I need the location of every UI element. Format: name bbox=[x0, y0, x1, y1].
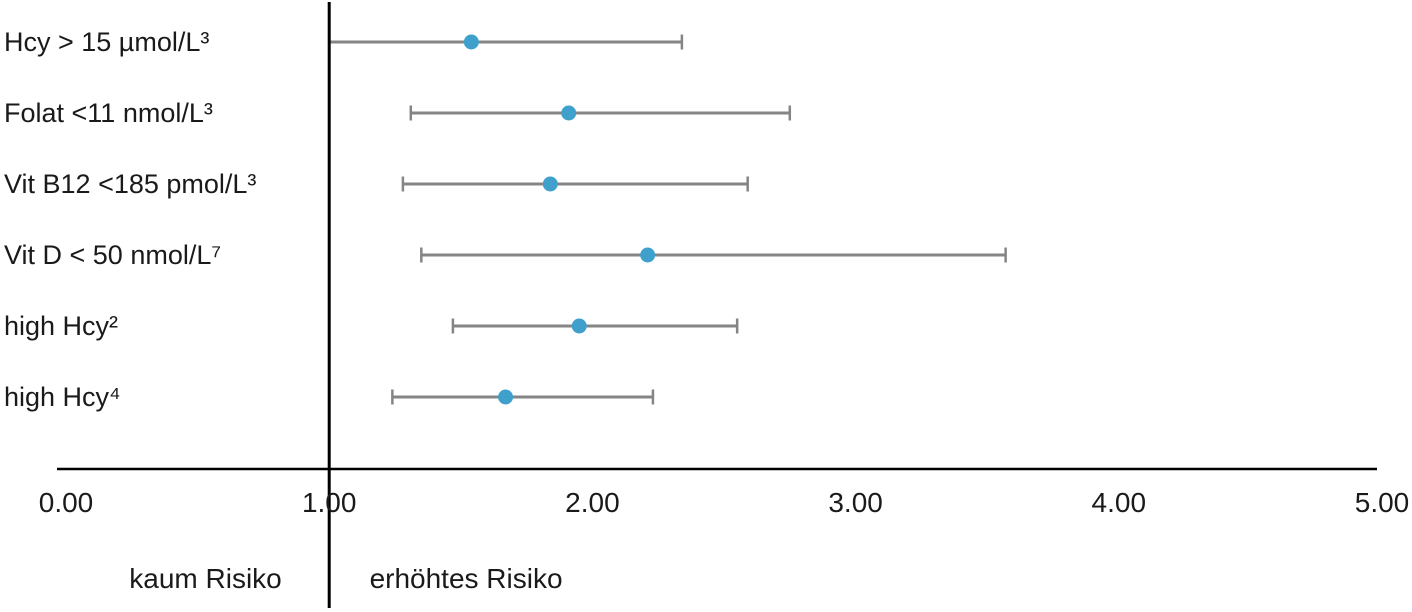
x-tick-label: 3.00 bbox=[828, 487, 883, 518]
category-label: Folat <11 nmol/L³ bbox=[4, 98, 213, 128]
category-label: high Hcy² bbox=[4, 311, 118, 341]
x-tick-label: 5.00 bbox=[1355, 487, 1410, 518]
category-label: Vit B12 <185 pmol/L³ bbox=[4, 169, 256, 199]
point-marker bbox=[498, 389, 514, 405]
point-marker bbox=[640, 247, 656, 263]
x-tick-label: 1.00 bbox=[302, 487, 357, 518]
point-marker bbox=[542, 176, 558, 192]
x-tick-label: 4.00 bbox=[1092, 487, 1147, 518]
x-tick-label: 0.00 bbox=[39, 487, 94, 518]
category-label: Vit D < 50 nmol/L⁷ bbox=[4, 240, 221, 270]
point-marker bbox=[571, 318, 587, 334]
category-label: Hcy > 15 µmol/L³ bbox=[4, 27, 209, 57]
point-marker bbox=[463, 34, 479, 50]
point-marker bbox=[561, 105, 577, 121]
x-tick-label: 2.00 bbox=[565, 487, 620, 518]
annotation-left-of-reference: kaum Risiko bbox=[129, 563, 281, 594]
annotation-right-of-reference: erhöhtes Risiko bbox=[370, 563, 563, 594]
category-label: high Hcy⁴ bbox=[4, 382, 121, 412]
